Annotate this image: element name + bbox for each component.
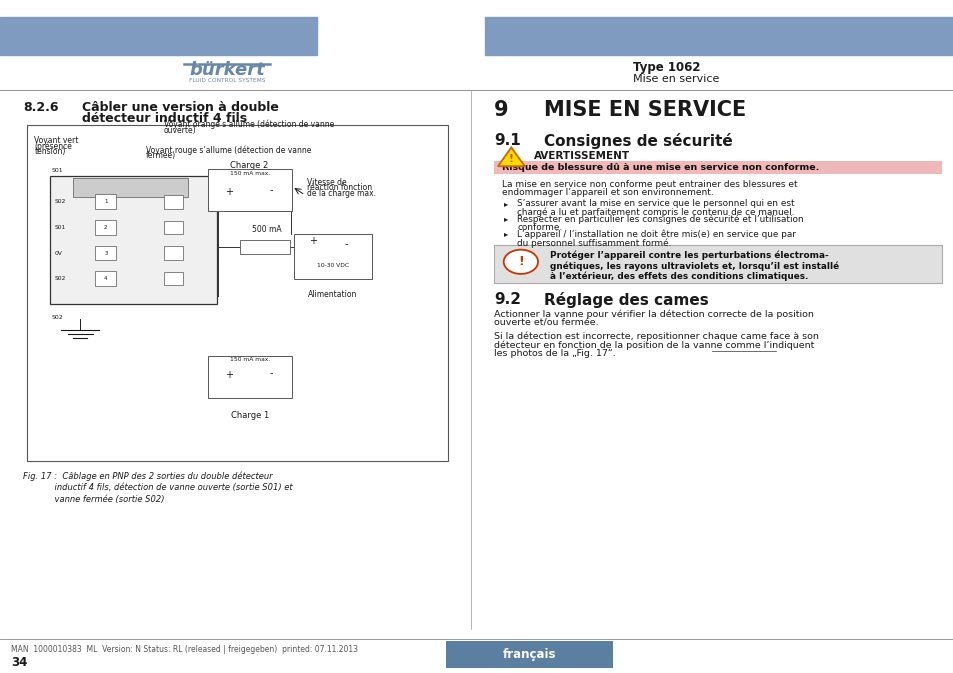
Text: 150 mA max.: 150 mA max. (230, 357, 270, 362)
Bar (494, 245, 941, 283)
Text: !: ! (508, 154, 514, 164)
Text: S01: S01 (54, 225, 66, 230)
Bar (73, 178, 188, 197)
Text: 500 mA: 500 mA (252, 225, 282, 234)
Text: Si la détection est incorrecte, repositionner chaque came face à son: Si la détection est incorrecte, repositi… (494, 332, 819, 341)
Text: Vitesse de: Vitesse de (307, 178, 347, 187)
Text: MISE EN SERVICE: MISE EN SERVICE (543, 100, 745, 120)
Text: Réglage des cames: Réglage des cames (543, 292, 708, 308)
Text: tension): tension) (34, 147, 66, 156)
Text: Charge 1: Charge 1 (231, 411, 269, 419)
Text: -: - (344, 239, 348, 249)
Text: de la charge max.: de la charge max. (307, 189, 375, 198)
Text: +: + (309, 236, 316, 246)
Bar (208, 169, 292, 211)
Bar (494, 161, 941, 174)
Text: 9: 9 (494, 100, 508, 120)
Bar (50, 176, 216, 304)
Text: FLUID CONTROL SYSTEMS: FLUID CONTROL SYSTEMS (189, 78, 265, 83)
Text: Actionner la vanne pour vérifier la détection correcte de la position: Actionner la vanne pour vérifier la déte… (494, 310, 813, 319)
Text: Risque de blessure dû à une mise en service non conforme.: Risque de blessure dû à une mise en serv… (501, 163, 819, 172)
Text: ▸: ▸ (503, 229, 507, 238)
Text: 1: 1 (104, 199, 108, 205)
Text: réaction fonction: réaction fonction (307, 184, 372, 192)
Text: chargé a lu et parfaitement compris le contenu de ce manuel.: chargé a lu et parfaitement compris le c… (517, 208, 794, 217)
Bar (164, 221, 183, 234)
Text: MAN  1000010383  ML  Version: N Status: RL (released | freigegeben)  printed: 07: MAN 1000010383 ML Version: N Status: RL … (11, 645, 358, 653)
Text: L’appareil / l’installation ne doit être mis(e) en service que par: L’appareil / l’installation ne doit être… (517, 229, 795, 239)
Text: !: ! (517, 255, 523, 269)
Text: gnétiques, les rayons ultraviolets et, lorsqu’il est installé: gnétiques, les rayons ultraviolets et, l… (549, 261, 838, 271)
Text: Voyant vert: Voyant vert (34, 137, 79, 145)
Text: Voyant rouge s’allume (détection de vanne: Voyant rouge s’allume (détection de vann… (146, 145, 311, 155)
Text: détecteur en fonction de la position de la vanne comme l’indiquent: détecteur en fonction de la position de … (494, 341, 814, 350)
Text: -: - (269, 185, 273, 195)
Text: 8.2.6: 8.2.6 (23, 101, 58, 114)
Text: Voyant orange s’allume (détection de vanne: Voyant orange s’allume (détection de van… (164, 120, 334, 129)
Text: La mise en service non conforme peut entrainer des blessures et: La mise en service non conforme peut ent… (501, 180, 797, 188)
Text: bürkert: bürkert (189, 61, 265, 79)
Text: ▸: ▸ (503, 214, 507, 223)
Text: S02: S02 (54, 199, 66, 205)
Text: fermée): fermée) (146, 151, 176, 160)
Bar (95, 271, 116, 286)
Text: Mise en service: Mise en service (632, 75, 719, 84)
Bar (208, 356, 292, 398)
Text: à l’extérieur, des effets des conditions climatiques.: à l’extérieur, des effets des conditions… (549, 272, 807, 281)
Text: du personnel suffisamment formé.: du personnel suffisamment formé. (517, 238, 671, 248)
Text: 9.2: 9.2 (494, 292, 520, 307)
Bar (164, 246, 183, 260)
Polygon shape (497, 147, 524, 166)
Text: Charge 2: Charge 2 (230, 161, 268, 170)
Text: détecteur inductif 4 fils: détecteur inductif 4 fils (82, 112, 247, 125)
Text: ouverte et/ou fermée.: ouverte et/ou fermée. (494, 318, 598, 327)
Text: +: + (225, 370, 233, 380)
Bar (164, 195, 183, 209)
Text: Respecter en particulier les consignes de sécurité et l’utilisation: Respecter en particulier les consignes d… (517, 214, 802, 223)
Text: 10-30 VDC: 10-30 VDC (316, 263, 349, 268)
Bar (294, 234, 372, 279)
Text: les photos de la „Fig. 17“.: les photos de la „Fig. 17“. (494, 349, 616, 358)
Text: AVERTISSEMENT: AVERTISSEMENT (534, 151, 630, 161)
Text: S02: S02 (51, 315, 63, 320)
Circle shape (503, 250, 537, 274)
Text: Type 1062: Type 1062 (632, 61, 700, 74)
Text: ▸: ▸ (503, 199, 507, 208)
Text: 3: 3 (104, 250, 108, 256)
Text: -: - (269, 368, 273, 378)
Bar (446, 641, 613, 668)
Text: 2: 2 (104, 225, 108, 230)
Text: Consignes de sécurité: Consignes de sécurité (543, 133, 732, 149)
Text: Fig. 17 :  Câblage en PNP des 2 sorties du double détecteur: Fig. 17 : Câblage en PNP des 2 sorties d… (23, 471, 273, 481)
Bar (95, 220, 116, 235)
Text: S01: S01 (51, 168, 63, 173)
Text: conforme.: conforme. (517, 223, 561, 232)
Bar (0, 17, 316, 55)
Text: 0V: 0V (54, 250, 62, 256)
Text: 34: 34 (11, 656, 28, 668)
Text: Alimentation: Alimentation (308, 290, 357, 299)
Bar (240, 240, 290, 254)
Text: inductif 4 fils, détection de vanne ouverte (sortie S01) et: inductif 4 fils, détection de vanne ouve… (23, 483, 293, 492)
Bar (484, 17, 953, 55)
Bar (27, 125, 448, 461)
Text: 9.1: 9.1 (494, 133, 520, 148)
Text: Câbler une version à double: Câbler une version à double (82, 101, 278, 114)
Text: (présence: (présence (34, 141, 72, 151)
Bar (164, 272, 183, 285)
Text: S’assurer avant la mise en service que le personnel qui en est: S’assurer avant la mise en service que l… (517, 199, 794, 208)
Text: 4: 4 (104, 276, 108, 281)
Text: +: + (225, 187, 233, 197)
Text: français: français (502, 647, 556, 661)
Bar (95, 246, 116, 260)
Text: endommager l’appareil et son environnement.: endommager l’appareil et son environneme… (501, 188, 713, 197)
Text: vanne fermée (sortie S02): vanne fermée (sortie S02) (23, 495, 164, 504)
Text: Protéger l’appareil contre les perturbations électroma-: Protéger l’appareil contre les perturbat… (549, 250, 827, 260)
Bar (95, 194, 116, 209)
Text: 150 mA max.: 150 mA max. (230, 171, 270, 176)
Text: ouverte): ouverte) (164, 126, 196, 135)
Text: S02: S02 (54, 276, 66, 281)
